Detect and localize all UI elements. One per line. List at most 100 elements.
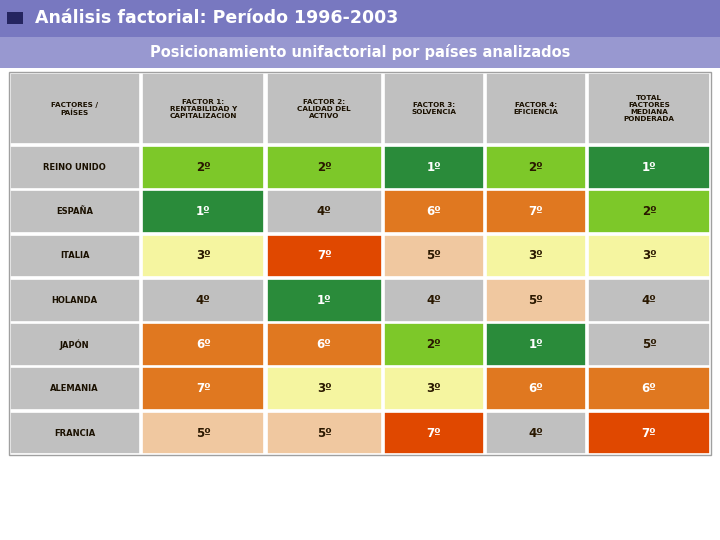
Bar bbox=[384, 279, 484, 322]
Bar bbox=[142, 146, 264, 189]
Bar bbox=[142, 235, 264, 278]
Text: 7º: 7º bbox=[317, 249, 331, 262]
Bar bbox=[486, 368, 585, 410]
Bar bbox=[266, 368, 382, 410]
Text: FACTOR 3:
SOLVENCIA: FACTOR 3: SOLVENCIA bbox=[411, 102, 456, 116]
Text: REINO UNIDO: REINO UNIDO bbox=[43, 163, 106, 172]
Text: 3º: 3º bbox=[317, 382, 331, 395]
Bar bbox=[0, 0, 720, 37]
Bar bbox=[142, 191, 264, 233]
Text: 7º: 7º bbox=[426, 427, 441, 440]
Bar bbox=[486, 235, 585, 278]
Bar bbox=[142, 323, 264, 366]
Bar bbox=[266, 146, 382, 189]
Text: 4º: 4º bbox=[426, 294, 441, 307]
Text: 5º: 5º bbox=[317, 427, 331, 440]
Text: Análisis factorial: Período 1996-2003: Análisis factorial: Período 1996-2003 bbox=[35, 9, 398, 28]
Text: ALEMANIA: ALEMANIA bbox=[50, 384, 99, 393]
Bar bbox=[384, 323, 484, 366]
Bar bbox=[588, 146, 710, 189]
Bar bbox=[588, 368, 710, 410]
Text: 3º: 3º bbox=[426, 382, 441, 395]
Bar bbox=[9, 72, 711, 455]
Text: 4º: 4º bbox=[528, 427, 543, 440]
Text: ESPAÑA: ESPAÑA bbox=[56, 207, 94, 216]
Bar bbox=[384, 412, 484, 455]
Bar bbox=[588, 191, 710, 233]
Text: 7º: 7º bbox=[196, 382, 210, 395]
Bar bbox=[486, 73, 585, 145]
Text: 2º: 2º bbox=[196, 161, 210, 174]
Text: FACTOR 1:
RENTABILIDAD Y
CAPITALIZACIÓN: FACTOR 1: RENTABILIDAD Y CAPITALIZACIÓN bbox=[169, 98, 237, 119]
Bar bbox=[266, 191, 382, 233]
Bar bbox=[266, 279, 382, 322]
Text: 6º: 6º bbox=[642, 382, 657, 395]
Text: 4º: 4º bbox=[196, 294, 210, 307]
Bar bbox=[142, 73, 264, 145]
Bar bbox=[7, 12, 23, 24]
Text: 1º: 1º bbox=[196, 205, 210, 218]
Bar bbox=[9, 72, 711, 455]
Bar bbox=[384, 191, 484, 233]
Bar bbox=[10, 235, 140, 278]
Text: JAPÓN: JAPÓN bbox=[60, 339, 89, 350]
Text: FACTOR 2:
CALIDAD DEL
ACTIVO: FACTOR 2: CALIDAD DEL ACTIVO bbox=[297, 99, 351, 119]
Bar bbox=[384, 73, 484, 145]
Bar bbox=[0, 37, 720, 68]
Text: 3º: 3º bbox=[196, 249, 210, 262]
Bar bbox=[486, 412, 585, 455]
Text: HOLANDA: HOLANDA bbox=[52, 296, 98, 305]
Bar bbox=[588, 235, 710, 278]
Bar bbox=[10, 191, 140, 233]
Bar bbox=[142, 368, 264, 410]
Text: 5º: 5º bbox=[196, 427, 210, 440]
Bar bbox=[266, 323, 382, 366]
Text: 4º: 4º bbox=[317, 205, 331, 218]
Bar bbox=[10, 73, 140, 145]
Bar bbox=[588, 73, 710, 145]
Bar bbox=[10, 412, 140, 455]
Text: 5º: 5º bbox=[528, 294, 543, 307]
Text: 2º: 2º bbox=[426, 338, 441, 351]
Bar bbox=[266, 412, 382, 455]
Bar bbox=[10, 146, 140, 189]
Text: 7º: 7º bbox=[528, 205, 543, 218]
Bar bbox=[384, 235, 484, 278]
Bar bbox=[266, 235, 382, 278]
Text: 2º: 2º bbox=[642, 205, 657, 218]
Bar bbox=[486, 191, 585, 233]
Bar bbox=[266, 73, 382, 145]
Bar bbox=[142, 279, 264, 322]
Text: 3º: 3º bbox=[528, 249, 543, 262]
Text: 6º: 6º bbox=[426, 205, 441, 218]
Text: 7º: 7º bbox=[642, 427, 657, 440]
Text: FACTOR 4:
EFICIENCIA: FACTOR 4: EFICIENCIA bbox=[513, 102, 558, 116]
Bar bbox=[10, 279, 140, 322]
Text: 4º: 4º bbox=[642, 294, 657, 307]
Bar bbox=[384, 368, 484, 410]
Text: 1º: 1º bbox=[426, 161, 441, 174]
Text: 3º: 3º bbox=[642, 249, 657, 262]
Text: 6º: 6º bbox=[317, 338, 331, 351]
Text: 1º: 1º bbox=[528, 338, 543, 351]
Text: 2º: 2º bbox=[528, 161, 543, 174]
Bar bbox=[10, 368, 140, 410]
Text: FRANCIA: FRANCIA bbox=[54, 429, 95, 437]
Bar bbox=[486, 146, 585, 189]
Bar bbox=[486, 279, 585, 322]
Text: 6º: 6º bbox=[196, 338, 210, 351]
Bar bbox=[486, 323, 585, 366]
Bar bbox=[588, 323, 710, 366]
Bar bbox=[10, 323, 140, 366]
Text: 1º: 1º bbox=[317, 294, 331, 307]
Text: 5º: 5º bbox=[642, 338, 657, 351]
Bar bbox=[588, 412, 710, 455]
Text: 2º: 2º bbox=[317, 161, 331, 174]
Text: Posicionamiento unifactorial por países analizados: Posicionamiento unifactorial por países … bbox=[150, 44, 570, 60]
Text: ITALIA: ITALIA bbox=[60, 252, 89, 260]
Text: 5º: 5º bbox=[426, 249, 441, 262]
Text: 1º: 1º bbox=[642, 161, 657, 174]
Bar bbox=[142, 412, 264, 455]
Text: TOTAL
FACTORES
MEDIANA
PONDERADA: TOTAL FACTORES MEDIANA PONDERADA bbox=[624, 96, 675, 123]
Bar bbox=[588, 279, 710, 322]
